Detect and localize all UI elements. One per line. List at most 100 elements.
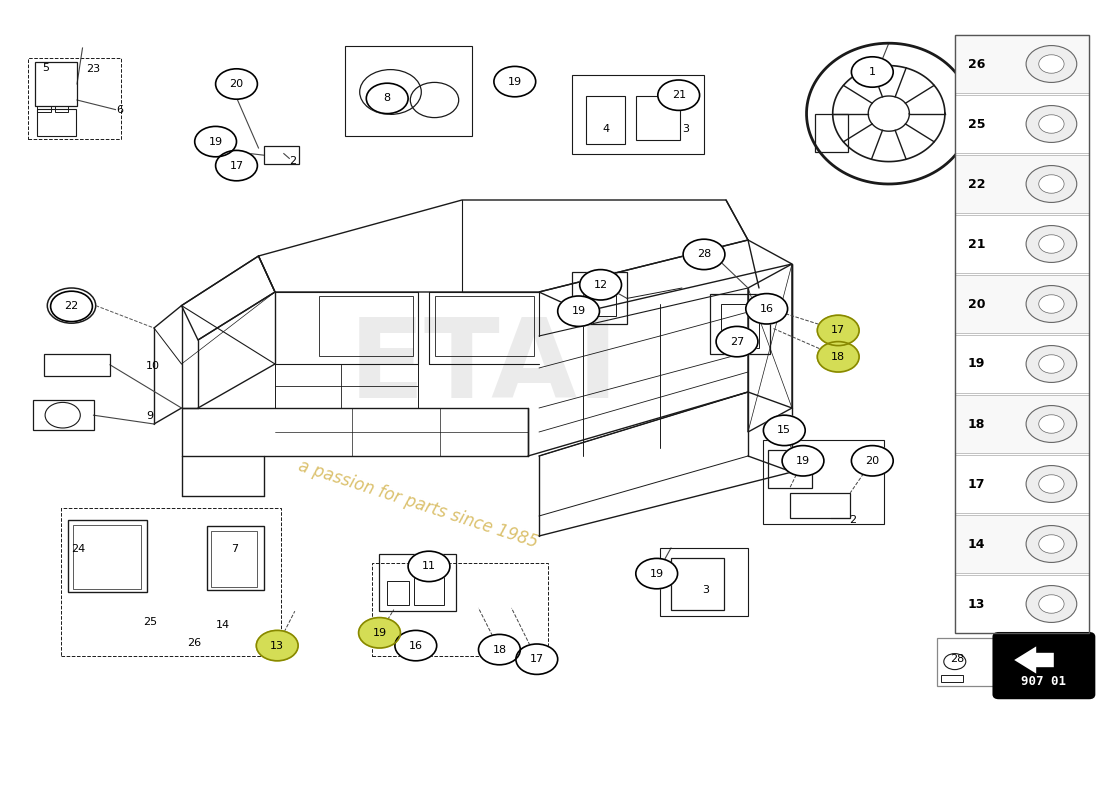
Text: 18: 18: [493, 645, 506, 654]
Bar: [955, 215, 1089, 273]
Circle shape: [1026, 106, 1077, 142]
Text: 28: 28: [697, 250, 711, 259]
Text: 10: 10: [146, 362, 161, 371]
Text: 8: 8: [384, 94, 390, 103]
Bar: [955, 335, 1089, 393]
Text: 17: 17: [230, 161, 243, 170]
Bar: [955, 395, 1089, 453]
Bar: [636, 96, 680, 140]
Bar: [768, 450, 812, 488]
Text: 17: 17: [530, 654, 543, 664]
Text: 14: 14: [968, 538, 986, 550]
Circle shape: [580, 270, 622, 300]
Circle shape: [1026, 406, 1077, 442]
Text: 2: 2: [289, 156, 296, 166]
Bar: [345, 46, 472, 136]
Circle shape: [47, 288, 96, 323]
Circle shape: [366, 83, 408, 114]
Polygon shape: [1014, 646, 1054, 674]
Bar: [815, 114, 848, 152]
Circle shape: [1038, 114, 1064, 134]
Bar: [264, 146, 299, 164]
Circle shape: [1026, 346, 1077, 382]
Circle shape: [1026, 286, 1077, 322]
Text: 25: 25: [968, 118, 986, 130]
Text: 26: 26: [968, 58, 986, 70]
Bar: [60, 508, 280, 656]
Text: 20: 20: [866, 456, 879, 466]
Circle shape: [1026, 586, 1077, 622]
Bar: [955, 35, 1089, 633]
Bar: [955, 95, 1089, 153]
Text: 19: 19: [968, 358, 986, 370]
Bar: [955, 35, 1089, 633]
Bar: [937, 638, 994, 686]
Text: 3: 3: [682, 124, 689, 134]
Text: 21: 21: [968, 238, 986, 250]
Text: 19: 19: [373, 628, 386, 638]
Text: 16: 16: [760, 304, 773, 314]
Text: 22: 22: [65, 302, 78, 311]
FancyBboxPatch shape: [993, 633, 1094, 698]
Bar: [671, 558, 724, 610]
Text: 19: 19: [508, 77, 521, 86]
Circle shape: [1026, 526, 1077, 562]
Text: 5: 5: [42, 63, 48, 73]
Circle shape: [558, 296, 600, 326]
Text: 9: 9: [146, 411, 153, 421]
Bar: [572, 75, 704, 154]
Circle shape: [782, 446, 824, 476]
Bar: [372, 563, 548, 656]
Circle shape: [817, 315, 859, 346]
Text: a passion for parts since 1985: a passion for parts since 1985: [296, 457, 540, 551]
Bar: [763, 440, 884, 524]
Bar: [28, 58, 121, 139]
Text: 1: 1: [869, 67, 876, 77]
Text: 13: 13: [968, 598, 986, 610]
Text: 16: 16: [409, 641, 422, 650]
Text: 27: 27: [730, 337, 744, 346]
Text: 3: 3: [702, 585, 708, 594]
Bar: [660, 548, 748, 616]
Circle shape: [51, 291, 92, 322]
Bar: [955, 455, 1089, 513]
Bar: [207, 526, 264, 590]
Circle shape: [1026, 226, 1077, 262]
Text: 19: 19: [796, 456, 810, 466]
Circle shape: [636, 558, 678, 589]
Circle shape: [716, 326, 758, 357]
Text: 12: 12: [594, 280, 607, 290]
Bar: [583, 280, 616, 316]
Bar: [955, 155, 1089, 213]
Circle shape: [516, 644, 558, 674]
Circle shape: [408, 551, 450, 582]
Text: 4: 4: [603, 124, 609, 134]
Bar: [37, 109, 76, 136]
Circle shape: [1026, 46, 1077, 82]
Text: 26: 26: [187, 638, 201, 648]
Circle shape: [1026, 466, 1077, 502]
Circle shape: [216, 150, 257, 181]
Circle shape: [746, 294, 788, 324]
Circle shape: [478, 634, 520, 665]
Bar: [720, 304, 759, 348]
Bar: [68, 520, 147, 592]
Circle shape: [1038, 594, 1064, 614]
Bar: [790, 493, 850, 518]
Circle shape: [851, 446, 893, 476]
Circle shape: [851, 57, 893, 87]
Bar: [73, 525, 141, 589]
Text: 21: 21: [672, 90, 685, 100]
Circle shape: [494, 66, 536, 97]
Circle shape: [1038, 534, 1064, 554]
Circle shape: [763, 415, 805, 446]
Text: 2: 2: [849, 515, 856, 525]
Circle shape: [359, 618, 400, 648]
Bar: [379, 554, 456, 611]
Circle shape: [1038, 474, 1064, 494]
Bar: [211, 531, 257, 587]
Text: 907 01: 907 01: [1022, 675, 1066, 688]
Circle shape: [658, 80, 700, 110]
Text: 28: 28: [950, 654, 965, 664]
Bar: [55, 106, 68, 112]
